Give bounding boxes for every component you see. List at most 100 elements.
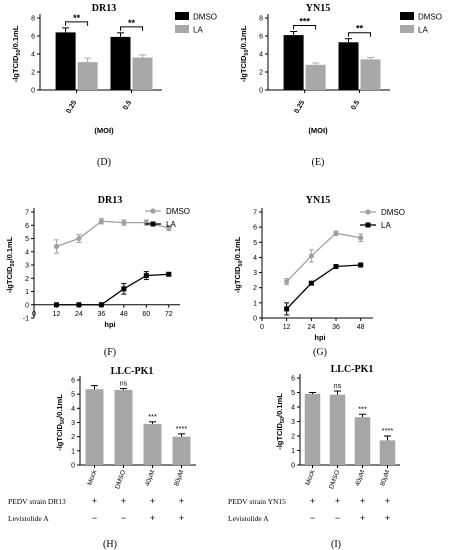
bar: [85, 389, 104, 465]
x-tick-label: 36: [97, 311, 105, 318]
significance-label: **: [356, 24, 364, 34]
table-cell: −: [92, 513, 97, 523]
legend-label: DMSO: [193, 13, 217, 22]
y-axis-label-part: -lgTCID: [5, 266, 14, 293]
table-row-label: Levistolide A: [8, 514, 49, 523]
bar: [114, 389, 133, 465]
series-line-la: [56, 273, 169, 306]
bar: [329, 394, 346, 465]
table-cell: +: [335, 496, 340, 506]
x-axis-label: (MOI): [94, 126, 114, 135]
y-tick-label: 6: [31, 34, 35, 41]
data-point-la: [308, 280, 314, 286]
data-point-la: [358, 262, 364, 268]
significance-label: **: [128, 18, 136, 28]
y-axis-label-subscript: 50: [60, 418, 66, 424]
legend-swatch: [400, 12, 414, 20]
chart-title: DR13: [98, 195, 122, 206]
y-tick-label: 8: [259, 16, 263, 23]
y-tick-label: -1: [23, 316, 29, 323]
y-tick-label: 8: [31, 16, 35, 23]
bar-dmso: [110, 36, 131, 90]
data-point-dmso: [121, 220, 127, 226]
significance-label: ***: [358, 404, 367, 413]
y-tick-label: 3: [71, 420, 75, 427]
y-tick-label: 1: [71, 448, 75, 455]
chart-title: YN15: [306, 3, 330, 14]
significance-label: ns: [120, 381, 128, 388]
bar-dmso: [338, 42, 359, 90]
y-axis-label-part: /0.1mL: [275, 393, 284, 417]
y-axis-label-subscript: 50: [280, 417, 286, 423]
legend-label: DMSO: [166, 207, 190, 216]
y-tick-label: 0: [71, 463, 75, 470]
data-point-la: [121, 286, 127, 292]
legend-marker: [150, 208, 156, 214]
legend-label: LA: [193, 26, 203, 35]
y-axis-label-subscript: 50: [244, 49, 250, 55]
bar: [354, 417, 371, 465]
data-point-dmso: [166, 225, 172, 231]
data-point-dmso: [333, 230, 339, 236]
table-cell: +: [150, 496, 155, 506]
x-tick-label: 40μM: [354, 469, 366, 487]
x-tick-label: 24: [75, 311, 83, 318]
x-tick-label: 40μM: [144, 469, 156, 487]
x-tick-label: 80μM: [173, 469, 185, 487]
y-tick-label: 0: [253, 316, 257, 323]
significance-bracket: [348, 32, 371, 37]
y-tick-label: 0: [31, 88, 35, 95]
x-tick-label: 0.5: [350, 99, 361, 111]
panel-label: (G): [313, 347, 327, 358]
y-tick-label: 0: [25, 302, 29, 309]
y-axis-label: -lgTCID50/0.1mL: [275, 393, 286, 450]
y-axis-label-subscript: 50: [10, 260, 16, 266]
y-tick-label: 2: [31, 70, 35, 77]
y-tick-label: 4: [291, 405, 295, 412]
bar: [379, 440, 396, 465]
table-cell: +: [310, 496, 315, 506]
x-tick-label: 48: [357, 324, 365, 331]
legend-label: DMSO: [381, 208, 405, 217]
legend-marker: [365, 209, 371, 215]
bar-la: [77, 62, 98, 90]
significance-label: ***: [148, 412, 157, 421]
y-tick-label: 4: [71, 406, 75, 413]
y-tick-label: 2: [259, 70, 263, 77]
y-tick-label: 6: [25, 223, 29, 230]
panel-label: (E): [312, 157, 325, 168]
significance-bracket: [120, 26, 143, 31]
y-axis-label-part: /0.1mL: [233, 236, 242, 260]
y-tick-label: 1: [291, 448, 295, 455]
legend-label: LA: [381, 221, 391, 230]
significance-label: ****: [382, 426, 394, 435]
table-cell: −: [335, 513, 340, 523]
y-axis-label-part: -lgTCID: [275, 423, 284, 450]
data-point-la: [143, 273, 149, 279]
x-axis-label: hpi: [314, 333, 325, 342]
legend-swatch: [400, 25, 414, 33]
x-tick-label: 72: [165, 311, 173, 318]
y-tick-label: 6: [71, 378, 75, 385]
data-point-la: [76, 302, 82, 308]
y-axis-label-subscript: 50: [16, 49, 22, 55]
data-point-la: [98, 302, 104, 308]
chart-title: LLC-PK1: [331, 364, 374, 375]
legend-swatch: [175, 12, 189, 20]
table-row-label: PEDV strain YN15: [228, 497, 286, 506]
data-point-la: [333, 264, 339, 270]
significance-label: ns: [334, 383, 342, 390]
y-tick-label: 1: [25, 289, 29, 296]
y-tick-label: 5: [71, 392, 75, 399]
y-tick-label: 2: [253, 285, 257, 292]
table-cell: +: [385, 496, 390, 506]
y-tick-label: 3: [25, 263, 29, 270]
legend-marker: [150, 221, 156, 227]
y-axis-label: -lgTCID50/0.1mL: [239, 25, 250, 82]
bar-la: [305, 64, 326, 90]
data-point-dmso: [53, 243, 60, 250]
y-axis-label: -lgTCID50/0.1mL: [11, 25, 22, 82]
data-point-dmso: [76, 235, 82, 242]
